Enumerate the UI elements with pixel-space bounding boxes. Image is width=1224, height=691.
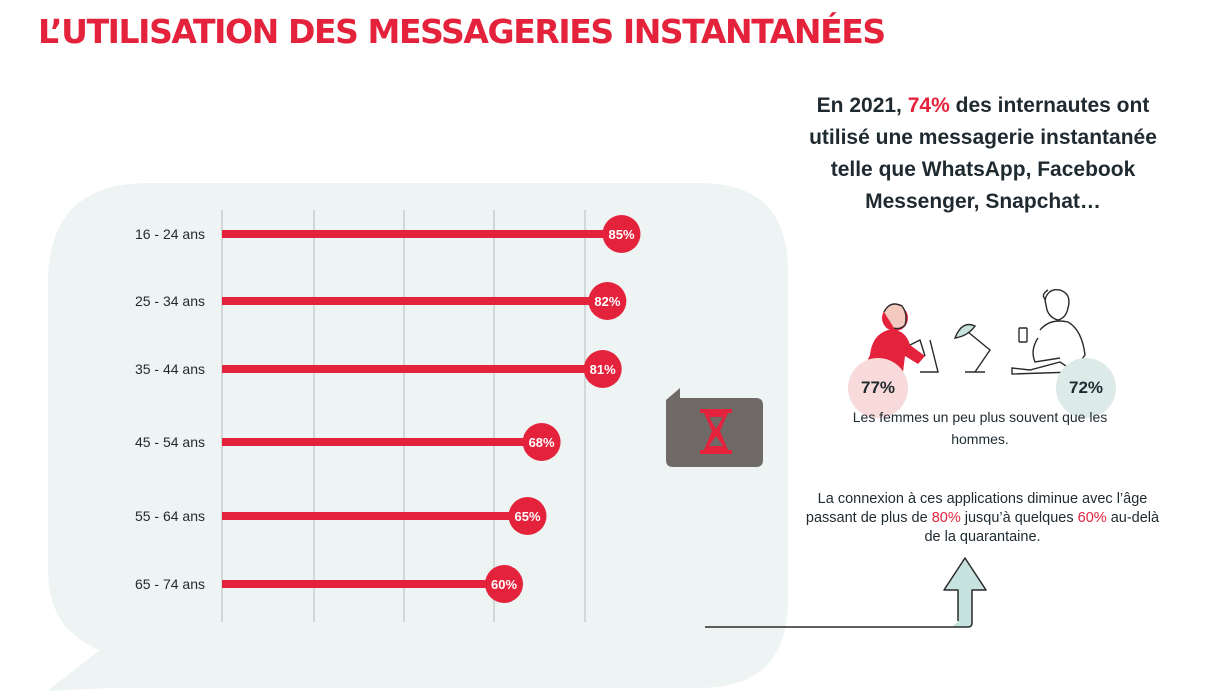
value-label: 85% xyxy=(608,227,634,242)
gender-note: Les femmes un peu plus souvent que les h… xyxy=(852,409,1108,447)
chart-value-markers: 85% 82% 81% 68% 65% 60% xyxy=(485,215,641,603)
value-marker xyxy=(588,282,627,320)
bar-1 xyxy=(222,297,608,305)
headline-highlight: 74% xyxy=(907,94,950,117)
value-label: 60% xyxy=(491,577,517,592)
women-share: 77% xyxy=(860,378,896,397)
value-label: 81% xyxy=(590,362,616,377)
category-label: 35 - 44 ans xyxy=(135,361,205,377)
headline-suffix: des internautes ont utilisé une messager… xyxy=(809,94,1157,213)
value-marker xyxy=(485,565,523,603)
category-label: 45 - 54 ans xyxy=(135,434,205,450)
category-label: 65 - 74 ans xyxy=(135,576,205,592)
value-marker xyxy=(583,350,622,388)
age-note-part2: jusqu’à quelques xyxy=(964,510,1074,526)
bar-5 xyxy=(222,580,504,588)
chart-category-labels: 16 - 24 ans 25 - 34 ans 35 - 44 ans 45 - 54… xyxy=(135,226,205,592)
age-trend-note: La connexion à ces applications diminue … xyxy=(805,490,1160,547)
category-label: 25 - 34 ans xyxy=(135,293,205,309)
headline-prefix: En 2021, xyxy=(816,94,902,117)
age-note-value-low: 60% xyxy=(1077,510,1107,526)
bar-0 xyxy=(222,230,622,238)
age-note-value-high: 80% xyxy=(931,510,961,526)
value-marker xyxy=(522,423,561,461)
category-label: 55 - 64 ans xyxy=(135,508,205,524)
men-share: 72% xyxy=(1068,378,1104,397)
age-note-part1: La connexion à ces applications diminue … xyxy=(805,491,1148,526)
men-badge xyxy=(1056,358,1116,418)
man-phone-icon xyxy=(1011,289,1086,375)
bar-4 xyxy=(222,512,528,520)
bar-3 xyxy=(222,438,542,446)
headline-stat: En 2021, 74% des internautes ont utilisé… xyxy=(808,90,1158,218)
value-marker xyxy=(508,497,547,535)
value-marker xyxy=(602,215,641,253)
bar-2 xyxy=(222,365,603,373)
up-arrow-icon xyxy=(943,557,987,628)
value-label: 82% xyxy=(594,294,620,309)
chart-grid xyxy=(221,210,586,622)
value-label: 68% xyxy=(529,435,555,450)
category-label: 16 - 24 ans xyxy=(135,226,205,242)
desk-lamp-icon xyxy=(953,323,991,373)
hourglass-icon xyxy=(666,388,763,467)
chart-bars xyxy=(222,230,622,588)
value-label: 65% xyxy=(514,509,540,524)
women-badge xyxy=(848,358,908,418)
age-note-part3: au-delà de la quarantaine. xyxy=(924,510,1160,545)
page-title: L’UTILISATION DES MESSAGERIES INSTANTANÉ… xyxy=(38,12,886,51)
